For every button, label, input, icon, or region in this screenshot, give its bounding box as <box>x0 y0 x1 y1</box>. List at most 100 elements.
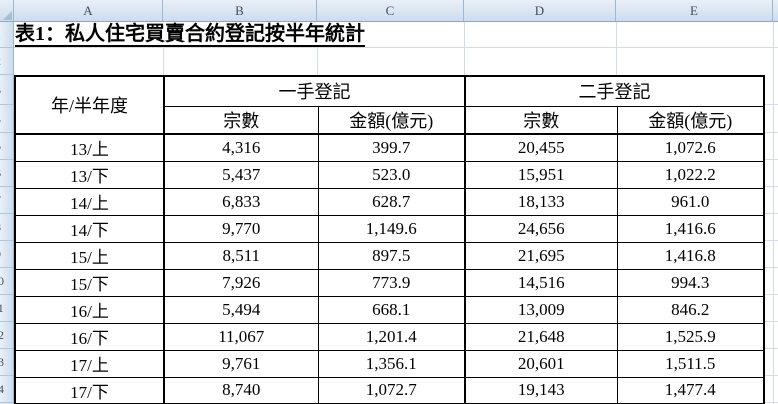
gridline <box>763 294 778 295</box>
cell-second-amount[interactable]: 1,416.8 <box>616 241 765 270</box>
gridline <box>163 48 164 75</box>
cell-second-amount[interactable]: 1,477.4 <box>616 376 765 404</box>
row-header-4[interactable]: 4 <box>0 105 13 133</box>
gridline <box>763 104 778 105</box>
cell-first-count[interactable]: 5,494 <box>163 295 319 324</box>
cell-second-count[interactable]: 24,656 <box>464 214 618 243</box>
column-header-c[interactable]: C <box>317 0 464 21</box>
header-second-amount[interactable]: 金額(億元) <box>616 105 765 135</box>
cell-second-count[interactable]: 14,516 <box>464 268 618 297</box>
row-header-9[interactable]: 9 <box>0 241 13 268</box>
gridline <box>763 240 778 241</box>
cell-second-amount[interactable]: 1,525.9 <box>616 322 765 351</box>
row-header-6[interactable]: 6 <box>0 160 13 187</box>
cell-second-count[interactable]: 21,695 <box>464 241 618 270</box>
column-header-e[interactable]: E <box>616 0 773 21</box>
cell-period[interactable]: 17/下 <box>14 376 165 404</box>
row-number: 11 <box>0 302 12 314</box>
cell-second-count[interactable]: 18,133 <box>464 187 618 216</box>
cell-first-amount[interactable]: 1,149.6 <box>317 214 466 243</box>
row-header-8[interactable]: 8 <box>0 214 13 241</box>
cell-first-amount[interactable]: 897.5 <box>317 241 466 270</box>
table-row: 14/下 9,770 1,149.6 24,656 1,416.6 <box>14 214 765 243</box>
gridline <box>464 22 465 75</box>
row-header-10[interactable]: 10 <box>0 268 13 295</box>
cell-period[interactable]: 16/下 <box>14 322 165 351</box>
cell-second-amount[interactable]: 961.0 <box>616 187 765 216</box>
cell-first-count[interactable]: 9,770 <box>163 214 319 243</box>
cell-second-amount[interactable]: 846.2 <box>616 295 765 324</box>
cell-first-count[interactable]: 7,926 <box>163 268 319 297</box>
gridline <box>763 132 778 133</box>
cell-first-count[interactable]: 9,761 <box>163 349 319 378</box>
sheet-title-cell[interactable]: 表1：私人住宅買賣合約登記按半年統計 <box>15 22 365 48</box>
cell-first-amount[interactable]: 1,072.7 <box>317 376 466 404</box>
cell-first-amount[interactable]: 1,356.1 <box>317 349 466 378</box>
cell-second-amount[interactable]: 1,511.5 <box>616 349 765 378</box>
header-year-half[interactable]: 年/半年度 <box>14 75 165 135</box>
row-number: 8 <box>0 221 12 233</box>
gridline <box>616 22 617 75</box>
cell-period[interactable]: 15/上 <box>14 241 165 270</box>
row-header-13[interactable]: 13 <box>0 349 13 376</box>
cell-second-count[interactable]: 13,009 <box>464 295 618 324</box>
row-header-12[interactable]: 12 <box>0 322 13 349</box>
cell-first-count[interactable]: 8,511 <box>163 241 319 270</box>
cell-first-count[interactable]: 6,833 <box>163 187 319 216</box>
sheet-title: 表1：私人住宅買賣合約登記按半年統計 <box>15 22 365 47</box>
cell-second-amount[interactable]: 994.3 <box>616 268 765 297</box>
cell-first-amount[interactable]: 773.9 <box>317 268 466 297</box>
cell-period[interactable]: 13/上 <box>14 133 165 162</box>
header-second-hand[interactable]: 二手登記 <box>464 75 765 107</box>
table-row: 13/下 5,437 523.0 15,951 1,022.2 <box>14 160 765 189</box>
cell-period[interactable]: 16/上 <box>14 295 165 324</box>
cell-period[interactable]: 15/下 <box>14 268 165 297</box>
gridline <box>763 321 778 322</box>
row-header-14[interactable]: 14 <box>0 376 13 403</box>
column-header-f[interactable] <box>773 0 778 21</box>
gridline <box>763 159 778 160</box>
gridline <box>763 186 778 187</box>
row-header-3[interactable]: 3 <box>0 75 13 105</box>
cell-period[interactable]: 17/上 <box>14 349 165 378</box>
cell-first-amount[interactable]: 668.1 <box>317 295 466 324</box>
cell-first-count[interactable]: 8,740 <box>163 376 319 404</box>
cell-first-amount[interactable]: 399.7 <box>317 133 466 162</box>
cell-second-count[interactable]: 19,143 <box>464 376 618 404</box>
cell-first-count[interactable]: 11,067 <box>163 322 319 351</box>
row-number: 3 <box>0 84 12 96</box>
cell-first-count[interactable]: 4,316 <box>163 133 319 162</box>
column-header-a[interactable]: A <box>14 0 163 21</box>
row-header-5[interactable]: 5 <box>0 133 13 160</box>
column-header-b[interactable]: B <box>163 0 317 21</box>
cell-second-amount[interactable]: 1,072.6 <box>616 133 765 162</box>
cell-period[interactable]: 13/下 <box>14 160 165 189</box>
cell-second-amount[interactable]: 1,416.6 <box>616 214 765 243</box>
cell-second-amount[interactable]: 1,022.2 <box>616 160 765 189</box>
row-header-1[interactable]: 1 <box>0 22 13 48</box>
cell-period[interactable]: 14/下 <box>14 214 165 243</box>
table-row: 16/下 11,067 1,201.4 21,648 1,525.9 <box>14 322 765 351</box>
table-row: 15/上 8,511 897.5 21,695 1,416.8 <box>14 241 765 270</box>
cell-first-count[interactable]: 5,437 <box>163 160 319 189</box>
row-header-7[interactable]: 7 <box>0 187 13 214</box>
row-header-11[interactable]: 11 <box>0 295 13 322</box>
cell-second-count[interactable]: 21,648 <box>464 322 618 351</box>
column-header-d[interactable]: D <box>464 0 616 21</box>
select-all-corner[interactable] <box>0 0 14 21</box>
header-first-amount[interactable]: 金額(億元) <box>317 105 466 135</box>
gridline <box>763 375 778 376</box>
cell-first-amount[interactable]: 1,201.4 <box>317 322 466 351</box>
cell-first-amount[interactable]: 523.0 <box>317 160 466 189</box>
row-header-2[interactable]: 2 <box>0 48 13 75</box>
header-first-hand[interactable]: 一手登記 <box>163 75 466 107</box>
cell-second-count[interactable]: 20,601 <box>464 349 618 378</box>
cell-first-amount[interactable]: 628.7 <box>317 187 466 216</box>
cell-second-count[interactable]: 20,455 <box>464 133 618 162</box>
row-number: 6 <box>0 167 12 179</box>
header-second-count[interactable]: 宗數 <box>464 105 618 135</box>
header-first-count[interactable]: 宗數 <box>163 105 319 135</box>
gridline <box>763 213 778 214</box>
cell-second-count[interactable]: 15,951 <box>464 160 618 189</box>
cell-period[interactable]: 14/上 <box>14 187 165 216</box>
